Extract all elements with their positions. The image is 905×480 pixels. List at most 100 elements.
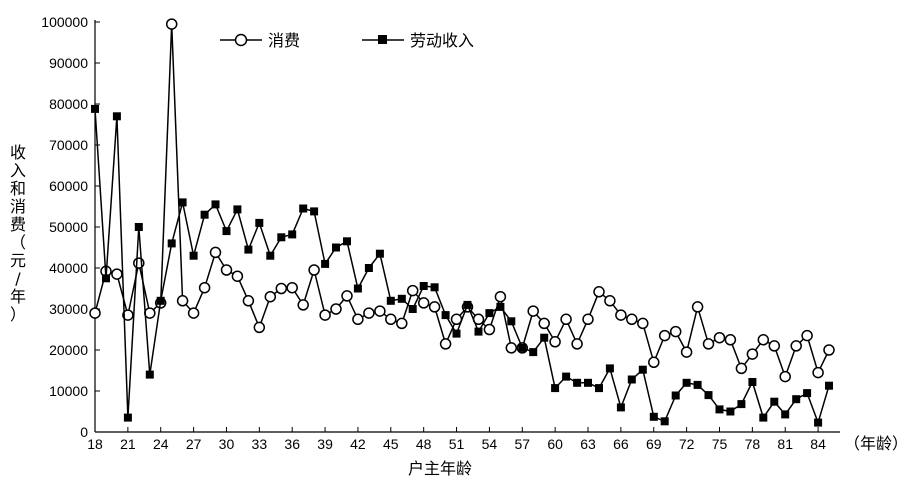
x-tick-label: 72 xyxy=(679,436,695,452)
data-point xyxy=(626,313,638,326)
data-point xyxy=(178,198,187,207)
data-point xyxy=(616,403,625,412)
data-point xyxy=(319,309,331,321)
y-tick-label: 30000 xyxy=(49,301,88,317)
data-point xyxy=(200,210,209,219)
data-point xyxy=(385,313,397,326)
data-point xyxy=(812,366,824,379)
y-tick-label: 40000 xyxy=(49,260,88,276)
data-point xyxy=(713,331,726,344)
data-point xyxy=(527,305,539,317)
data-point xyxy=(364,264,373,272)
data-point xyxy=(220,264,233,276)
data-point xyxy=(682,378,691,387)
y-tick-label: 90000 xyxy=(49,55,88,71)
data-point xyxy=(332,243,340,252)
data-point xyxy=(363,307,375,319)
data-point xyxy=(266,251,275,260)
x-tick-label: 24 xyxy=(153,436,169,452)
data-point xyxy=(595,384,603,393)
data-point xyxy=(483,323,496,336)
data-point xyxy=(352,313,364,326)
data-point xyxy=(134,223,143,231)
data-point xyxy=(825,381,833,390)
y-tick-label: 10000 xyxy=(49,383,88,399)
y-axis-title: 收入和消费（元/年） xyxy=(10,143,26,324)
data-point xyxy=(428,301,441,313)
data-point xyxy=(397,294,406,303)
x-tick-label: 54 xyxy=(482,436,498,452)
data-point xyxy=(474,327,483,336)
data-point xyxy=(538,317,550,330)
series-labor-income xyxy=(91,104,833,427)
x-tick-label: 60 xyxy=(547,436,563,452)
legend-label-labor-income: 劳动收入 xyxy=(410,31,474,50)
data-point xyxy=(507,317,516,326)
data-point xyxy=(715,405,724,414)
data-point xyxy=(562,372,571,381)
data-point xyxy=(111,268,123,280)
data-point xyxy=(275,282,288,295)
data-point xyxy=(814,418,823,427)
data-point xyxy=(417,297,430,309)
data-point xyxy=(343,237,351,246)
data-point xyxy=(505,342,518,354)
y-axis-title-char: 消 xyxy=(10,197,26,216)
data-point xyxy=(288,230,297,239)
x-tick-label: 57 xyxy=(514,436,530,452)
data-point xyxy=(658,329,671,342)
y-tick-label: 100000 xyxy=(41,14,88,30)
legend: 消费 劳动收入 xyxy=(220,31,474,50)
data-point xyxy=(615,309,627,321)
data-point xyxy=(310,207,319,216)
data-point xyxy=(693,380,702,389)
data-point xyxy=(704,391,713,400)
data-point xyxy=(803,389,812,398)
data-point xyxy=(494,290,507,303)
data-point xyxy=(790,340,802,352)
data-point xyxy=(91,104,99,113)
data-point xyxy=(691,301,704,313)
data-point xyxy=(724,334,737,346)
x-tick-label: 42 xyxy=(350,436,366,452)
data-point xyxy=(406,284,419,297)
data-point xyxy=(680,346,693,358)
data-point xyxy=(330,303,342,315)
data-point xyxy=(496,302,505,311)
data-point xyxy=(277,233,286,242)
y-axis-title-char: 和 xyxy=(10,179,26,198)
x-tick-label: 78 xyxy=(745,436,761,452)
data-point xyxy=(746,348,759,360)
data-point xyxy=(396,317,408,330)
data-point xyxy=(176,295,189,307)
data-point xyxy=(551,384,560,393)
y-tick-label: 70000 xyxy=(49,137,88,153)
y-axis-title-char: ） xyxy=(10,305,26,324)
y-tick-label: 60000 xyxy=(49,178,88,194)
data-point xyxy=(748,378,757,386)
data-point xyxy=(353,284,362,293)
y-axis-title-char: 元 xyxy=(10,251,26,270)
data-point xyxy=(518,343,527,352)
data-point xyxy=(540,333,549,342)
legend-marker-labor-income xyxy=(378,35,387,44)
data-point xyxy=(660,417,669,426)
data-point xyxy=(321,259,330,268)
data-point xyxy=(560,313,572,326)
data-point xyxy=(439,338,452,350)
data-point xyxy=(452,329,461,338)
data-point xyxy=(529,348,538,357)
data-point xyxy=(593,286,605,298)
data-point xyxy=(145,370,154,379)
y-tick-label: 0 xyxy=(80,424,88,440)
x-tick-label: 81 xyxy=(777,436,793,452)
data-point xyxy=(571,338,583,350)
data-point xyxy=(233,205,242,214)
data-point xyxy=(781,410,790,419)
data-point xyxy=(726,407,735,416)
data-point xyxy=(187,307,200,319)
data-point xyxy=(549,336,561,348)
data-point xyxy=(770,397,779,406)
x-tick-label: 27 xyxy=(186,436,202,452)
